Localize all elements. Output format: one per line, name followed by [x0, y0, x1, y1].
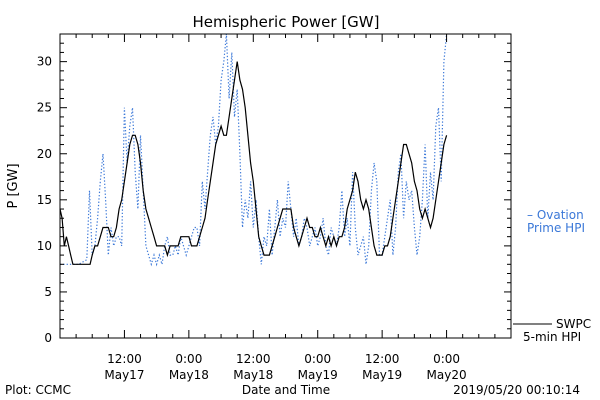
x-tick-date-label: May20 — [427, 368, 467, 382]
x-axis-label: Date and Time — [242, 383, 330, 397]
x-tick-date-label: May18 — [233, 368, 273, 382]
x-tick-date-label: May17 — [104, 368, 144, 382]
x-tick-date-label: May19 — [362, 368, 402, 382]
y-tick-label: 25 — [37, 101, 52, 115]
legend: – Ovation Prime HPI SWPC 5-min HPI — [513, 208, 591, 344]
x-tick-time-label: 0:00 — [175, 352, 202, 366]
legend-ovation-line1: – Ovation — [527, 208, 584, 222]
x-tick-date-label: May19 — [298, 368, 338, 382]
series-line-swpc-5min — [59, 61, 448, 265]
x-tick-date-label: May18 — [169, 368, 209, 382]
footer-plot-credit: Plot: CCMC — [5, 383, 71, 397]
legend-ovation-line2: Prime HPI — [527, 221, 585, 235]
y-axis-label: P [GW] — [6, 163, 21, 208]
series-line-ovation-prime — [60, 33, 448, 267]
y-tick-label: 20 — [37, 147, 52, 161]
footer-timestamp: 2019/05/20 00:10:14 — [453, 383, 580, 397]
x-tick-time-label: 0:00 — [304, 352, 331, 366]
plot-frame — [59, 33, 512, 339]
y-tick-label: 5 — [44, 285, 52, 299]
x-tick-time-label: 12:00 — [365, 352, 400, 366]
chart-title: Hemispheric Power [GW] — [193, 13, 380, 31]
x-tick-time-label: 0:00 — [433, 352, 460, 366]
legend-swpc-line2: 5-min HPI — [523, 330, 581, 344]
legend-swpc-line1: SWPC — [556, 317, 591, 331]
x-tick-time-label: 12:00 — [107, 352, 142, 366]
y-tick-label: 15 — [37, 193, 52, 207]
y-tick-label: 10 — [37, 239, 52, 253]
y-tick-label: 30 — [37, 55, 52, 69]
plot-area: 0 5 10 15 20 25 30 12:00 May17 0:00 May18 12:00 May1… — [37, 33, 512, 382]
y-tick-label: 0 — [44, 331, 52, 345]
x-tick-time-label: 12:00 — [236, 352, 271, 366]
